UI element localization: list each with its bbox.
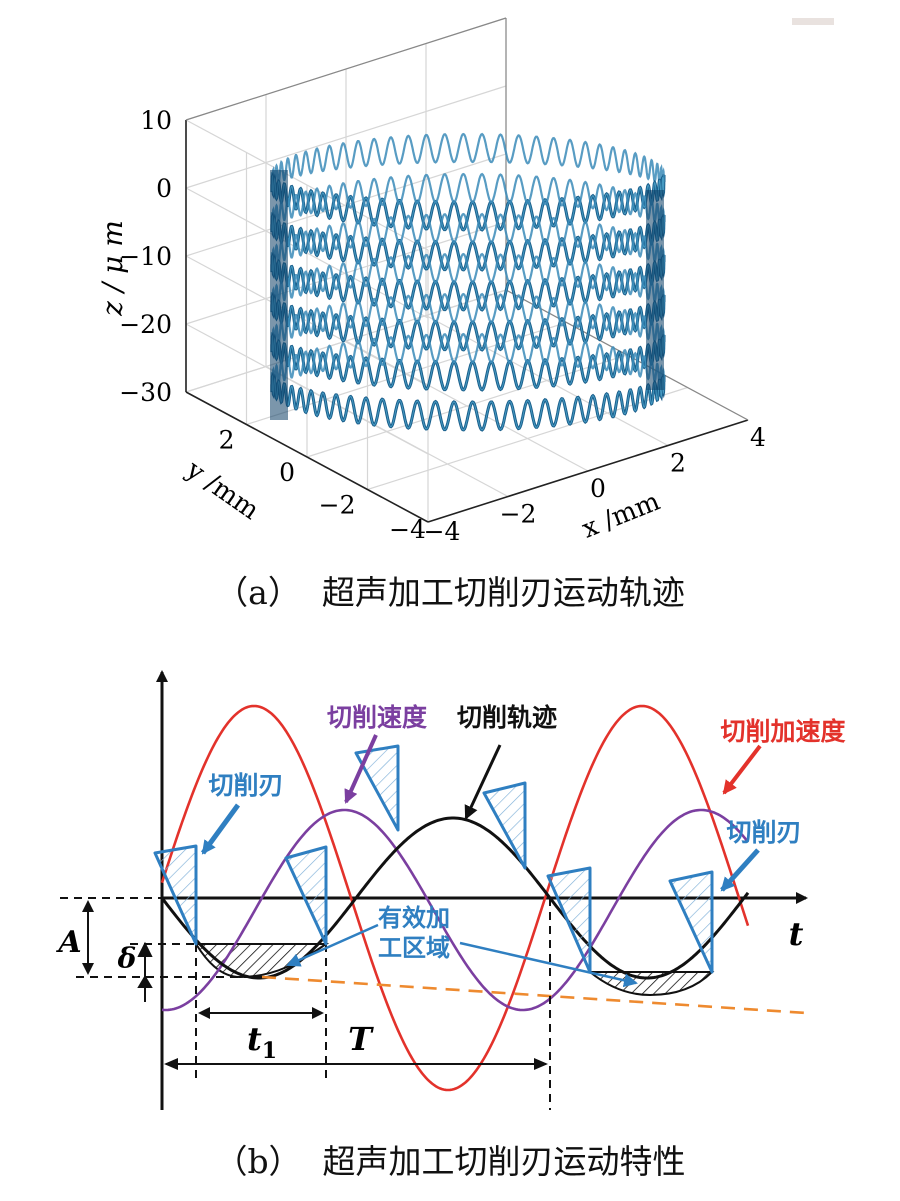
label-axis-t: t xyxy=(789,915,804,953)
helix-band-highlight xyxy=(271,374,665,431)
figure-a-caption-text: 超声加工切削刃运动轨迹 xyxy=(321,573,685,612)
label-cutting-trajectory: 切削轨迹 xyxy=(457,703,557,732)
helix-band-back xyxy=(270,172,666,232)
z-tick-label: 0 xyxy=(156,174,172,203)
arrow-zone-right xyxy=(459,941,638,988)
z-axis-label: z / μ m xyxy=(96,220,129,317)
helix-band-back xyxy=(270,332,666,392)
figure-b-caption-text: 超声加工切削刃运动特性 xyxy=(322,1142,686,1181)
cutting-edge-3 xyxy=(354,744,400,832)
arrow-trajectory xyxy=(464,744,502,820)
grid-line xyxy=(185,153,507,257)
arrow-zone-left xyxy=(286,923,379,967)
cutting-edge-4 xyxy=(482,781,527,870)
figure-a-panel: −30 −20 −10 0 10 −4 −2 0 2 4 2 0 −2 −4 z / μ m y /mm … xyxy=(0,0,900,570)
dim-delta-arrowheads xyxy=(137,941,153,1002)
label-cutting-speed: 切削速度 xyxy=(327,703,427,732)
y-tick-label: −4 xyxy=(389,515,426,544)
grid-line xyxy=(185,85,507,189)
y-axis-label: y /mm xyxy=(180,454,264,526)
helix-right-edge xyxy=(646,190,664,390)
label-cutting-edge-left: 切削刃 xyxy=(208,771,283,800)
label-cutting-acceleration: 切削加速度 xyxy=(720,717,845,746)
z-tick-label: −30 xyxy=(119,378,172,407)
z-tick-label: 10 xyxy=(140,106,172,135)
y-tick-label: 0 xyxy=(279,458,295,487)
grid-line xyxy=(246,321,567,426)
label-t1: t1 xyxy=(247,1020,277,1064)
grid-line xyxy=(185,323,429,455)
arrow-edge-right xyxy=(720,848,760,892)
z-tick-label: −20 xyxy=(119,310,172,339)
label-t1-main: t xyxy=(247,1020,262,1058)
x-axis-line xyxy=(427,419,749,523)
acceleration-curve xyxy=(160,704,750,1092)
figure-b-diagram: A δ t1 T t 切削速度 切削轨迹 xyxy=(55,670,846,1110)
helix-trajectory xyxy=(270,132,666,432)
cutting-edge-group xyxy=(153,744,714,974)
arrow-edge-left xyxy=(200,803,241,855)
label-delta: δ xyxy=(117,942,137,975)
label-T: T xyxy=(348,1020,374,1058)
y-axis-line xyxy=(185,391,429,523)
speed-curve xyxy=(161,808,750,1012)
label-a: A xyxy=(55,925,81,960)
x-tick-label: 0 xyxy=(590,474,606,503)
figure-b-caption-label: （b） xyxy=(214,1142,302,1181)
box-edge xyxy=(185,17,507,121)
effective-zone-right xyxy=(587,971,715,997)
helix-band-back xyxy=(270,132,666,192)
z-tick-label: −10 xyxy=(119,242,172,271)
x-tick-label: 2 xyxy=(670,449,686,478)
helix-band-back xyxy=(270,212,666,272)
helix-band-back xyxy=(270,252,666,312)
cutting-edge-2 xyxy=(284,845,328,946)
label-effective-zone-2: 工区域 xyxy=(378,933,450,962)
cutting-edge-6 xyxy=(668,870,714,974)
label-cutting-edge-right: 切削刃 xyxy=(726,818,801,847)
arrow-speed xyxy=(344,734,378,804)
helix-band-back xyxy=(270,292,666,352)
x-tick-label: −4 xyxy=(424,517,461,546)
corner-mark xyxy=(792,18,834,25)
cutting-edge-5 xyxy=(546,866,592,974)
figure-b-caption: （b） 超声加工切削刃运动特性 xyxy=(0,1135,900,1183)
grid-line xyxy=(185,289,507,393)
y-tick-label: 2 xyxy=(219,426,235,455)
arrow-acceleration xyxy=(722,744,762,795)
y-tick-label: −2 xyxy=(319,491,356,520)
helix-left-edge xyxy=(270,170,288,420)
label-effective-zone-1: 有效加 xyxy=(378,903,450,932)
x-tick-label: −2 xyxy=(500,500,537,529)
cutting-edge-1 xyxy=(153,844,198,946)
figure-a-caption: （a） 超声加工切削刃运动轨迹 xyxy=(0,566,900,614)
label-t1-sub: 1 xyxy=(262,1038,277,1064)
figure-b-panel: A δ t1 T t 切削速度 切削轨迹 xyxy=(0,640,900,1120)
x-tick-label: 4 xyxy=(750,423,766,452)
figure-a-caption-label: （a） xyxy=(215,573,301,612)
